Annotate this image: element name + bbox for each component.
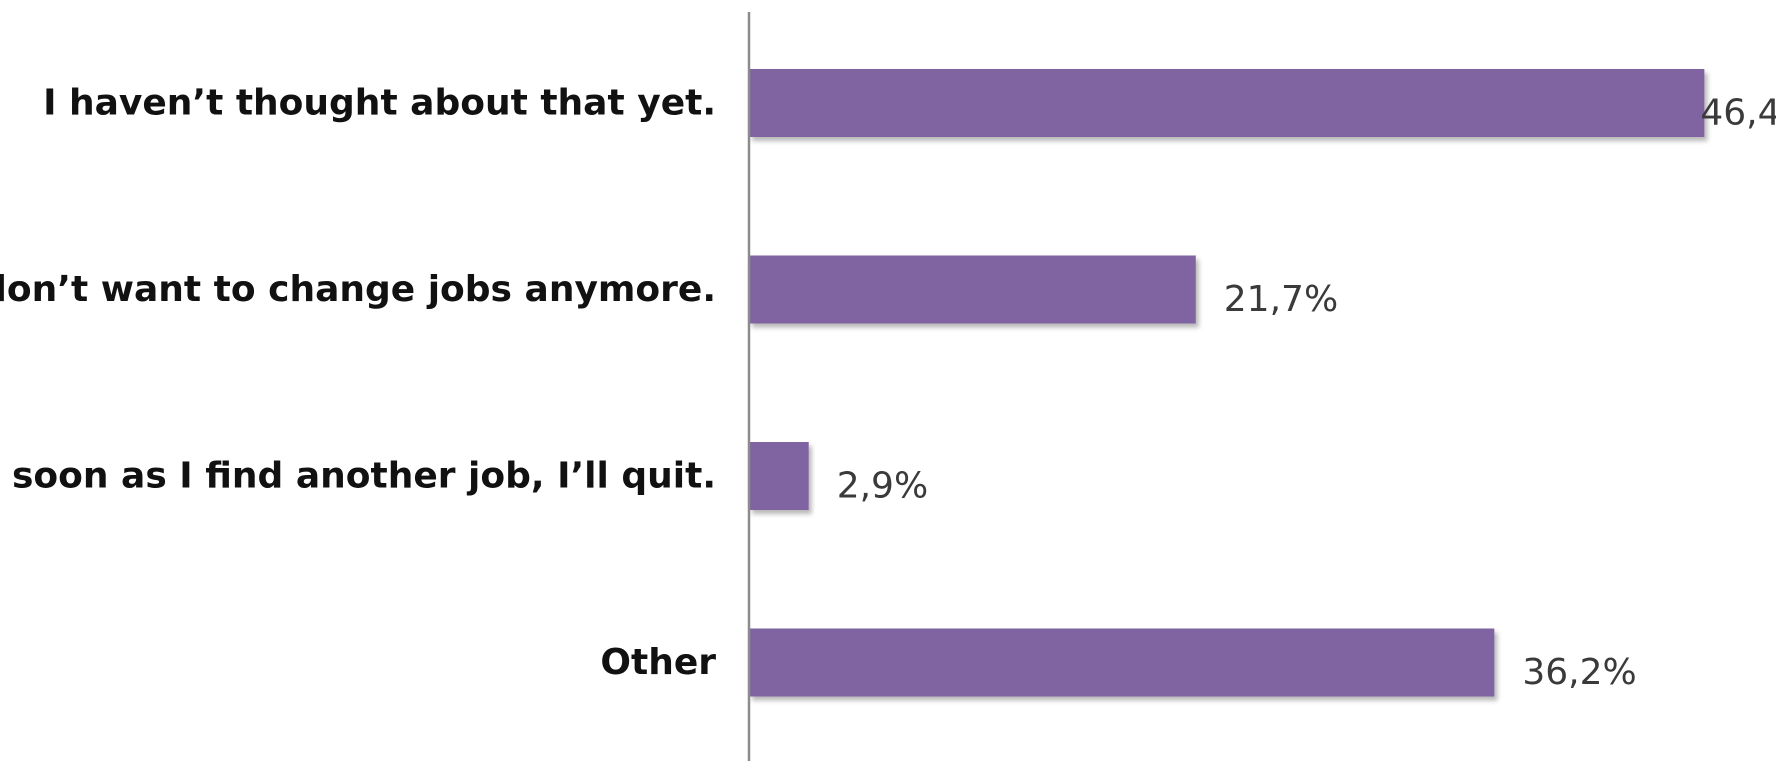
category-label-2: As soon as I find another job, I’ll quit… <box>0 456 716 497</box>
bars-layer <box>749 69 1705 697</box>
category-label-3: Other <box>600 642 716 683</box>
value-label-3: 36,2% <box>1522 652 1636 693</box>
category-label-0: I haven’t thought about that yet. <box>43 83 716 124</box>
value-label-1: 21,7% <box>1224 279 1338 320</box>
bar-0 <box>749 69 1705 137</box>
bar-1 <box>749 255 1196 324</box>
category-label-1: I don’t want to change jobs anymore. <box>0 269 716 310</box>
value-label-2: 2,9% <box>837 466 928 507</box>
labels-layer: I haven’t thought about that yet. 46,4% I … <box>0 83 1776 694</box>
bar-2 <box>749 442 809 510</box>
value-label-0: 46,4% <box>1700 93 1776 134</box>
bar-3 <box>749 628 1495 697</box>
